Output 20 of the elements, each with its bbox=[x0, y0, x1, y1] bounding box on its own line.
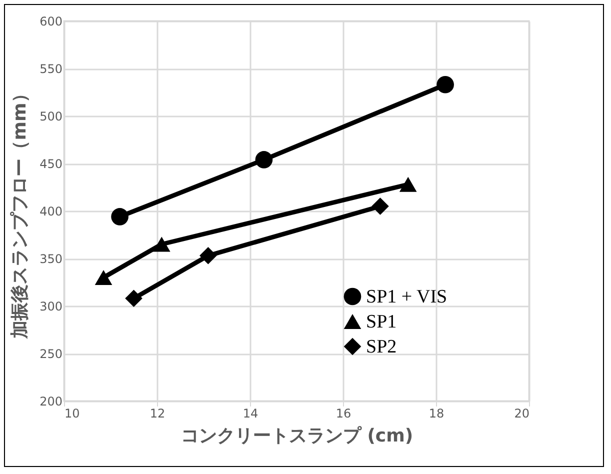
y-tick-label: 400 bbox=[40, 204, 62, 218]
x-axis-title: コンクリートスランプ (cm) bbox=[180, 426, 414, 446]
legend-label: SP1 + VIS bbox=[366, 286, 448, 308]
x-tick-label: 18 bbox=[428, 406, 444, 420]
y-tick-label: 550 bbox=[40, 62, 62, 76]
x-tick-label: 16 bbox=[336, 406, 352, 420]
x-tick-label: 14 bbox=[242, 406, 258, 420]
y-tick-label: 200 bbox=[40, 394, 62, 408]
y-tick-label: 350 bbox=[40, 252, 62, 266]
legend-label: SP1 bbox=[366, 312, 397, 332]
y-tick-label: 600 bbox=[40, 14, 62, 28]
x-tick-label: 12 bbox=[150, 406, 166, 420]
x-tick-label: 10 bbox=[64, 406, 80, 420]
y-tick-label: 300 bbox=[40, 300, 62, 314]
legend-label: SP2 bbox=[366, 336, 397, 358]
y-axis-title: 加振後スランプフロー（mm） bbox=[10, 84, 31, 340]
y-tick-label: 450 bbox=[40, 157, 62, 171]
y-tick-label: 250 bbox=[40, 347, 62, 361]
y-tick-label: 500 bbox=[40, 110, 62, 124]
x-tick-label: 20 bbox=[514, 406, 530, 420]
